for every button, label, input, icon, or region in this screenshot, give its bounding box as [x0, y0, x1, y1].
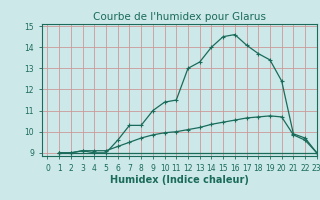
X-axis label: Humidex (Indice chaleur): Humidex (Indice chaleur)	[110, 175, 249, 185]
Title: Courbe de l'humidex pour Glarus: Courbe de l'humidex pour Glarus	[93, 12, 266, 22]
